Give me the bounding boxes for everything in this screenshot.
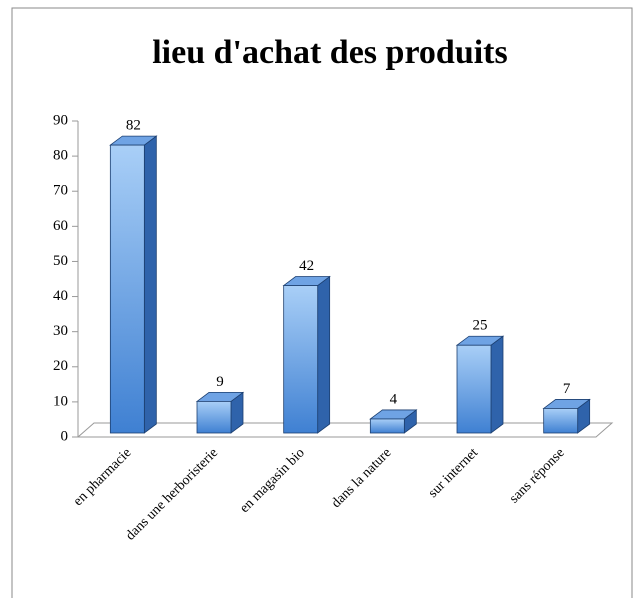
y-tick-label: 50 [53,253,68,269]
data-label: 42 [299,258,314,274]
y-tick-label: 60 [53,218,68,234]
chart-title: lieu d'achat des produits [152,34,508,71]
bar [369,418,405,434]
data-label: 82 [126,118,141,134]
bar [196,400,232,434]
bar [283,285,319,434]
y-tick-label: 40 [53,288,68,304]
floor [76,422,614,438]
bar [456,344,492,434]
data-label: 7 [563,381,571,397]
y-tick-label: 30 [53,323,68,339]
y-tick-label: 90 [53,112,68,128]
data-label: 25 [473,318,488,334]
bar [109,144,145,434]
data-label: 4 [390,391,398,407]
y-tick-label: 0 [61,428,69,444]
y-tick-label: 10 [53,393,68,409]
bar [543,408,579,434]
bar-side [143,135,157,434]
data-label: 9 [216,374,224,390]
y-tick-label: 80 [53,148,68,164]
y-tick-label: 70 [53,183,68,199]
bar-side [317,275,331,434]
y-tick-label: 20 [53,358,68,374]
bar-side [490,335,504,434]
